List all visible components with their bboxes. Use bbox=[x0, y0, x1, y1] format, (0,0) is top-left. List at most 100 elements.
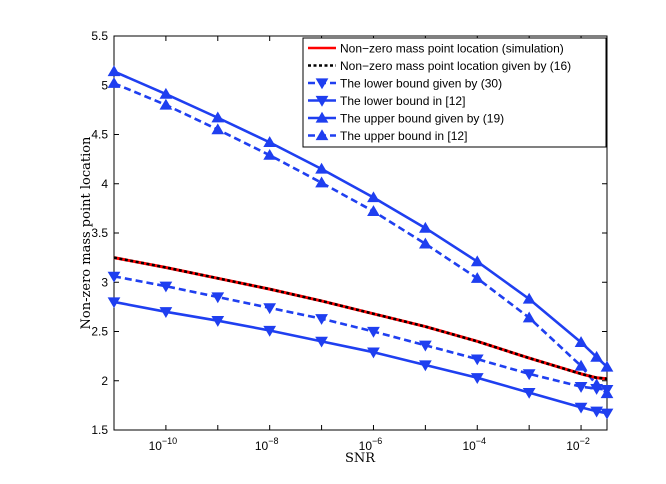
series-4 bbox=[107, 65, 614, 372]
legend-box bbox=[302, 37, 607, 148]
data-point bbox=[315, 95, 329, 107]
x-tick-exponent: −8 bbox=[268, 436, 278, 446]
x-tick-label: 10−10 bbox=[149, 436, 178, 453]
series-line bbox=[113, 275, 608, 391]
x-tick-base: 10 bbox=[566, 439, 580, 453]
data-point bbox=[367, 205, 380, 216]
data-point bbox=[159, 87, 173, 99]
data-point bbox=[107, 297, 121, 309]
x-tick-label: 10−2 bbox=[566, 436, 590, 453]
data-point bbox=[315, 336, 328, 348]
legend-label: The upper bound given by (19) bbox=[340, 112, 504, 126]
legend-item: Non−zero mass point location (simulation… bbox=[308, 42, 564, 56]
legend-item: The upper bound in [12] bbox=[308, 129, 467, 143]
x-tick-exponent: −10 bbox=[162, 436, 177, 446]
data-point bbox=[574, 359, 588, 371]
legend-item: The upper bound given by (19) bbox=[308, 112, 504, 126]
legend-label: Non−zero mass point location (simulation… bbox=[340, 42, 564, 56]
x-tick-label: 10−4 bbox=[462, 436, 486, 453]
data-point bbox=[522, 387, 536, 399]
data-point bbox=[211, 316, 225, 327]
data-point bbox=[263, 148, 277, 160]
data-point bbox=[418, 360, 432, 372]
data-point bbox=[418, 221, 432, 233]
data-point bbox=[159, 281, 173, 293]
data-point bbox=[107, 65, 121, 77]
data-point bbox=[367, 191, 380, 203]
data-point bbox=[263, 325, 277, 337]
data-point bbox=[315, 78, 329, 90]
data-point bbox=[315, 162, 328, 174]
data-point bbox=[590, 406, 603, 418]
data-point bbox=[574, 336, 588, 347]
series-1 bbox=[113, 256, 608, 381]
data-point bbox=[522, 292, 536, 304]
y-tick-label: 4.5 bbox=[91, 128, 108, 142]
data-point bbox=[107, 77, 121, 88]
data-point bbox=[263, 136, 277, 148]
legend-label: The upper bound in [12] bbox=[340, 129, 467, 143]
y-tick-label: 3 bbox=[101, 275, 108, 289]
data-point bbox=[600, 360, 614, 372]
x-tick-base: 10 bbox=[462, 439, 476, 453]
data-point bbox=[263, 303, 277, 315]
data-point bbox=[211, 111, 225, 123]
data-point bbox=[418, 340, 432, 352]
y-tick-label: 3.5 bbox=[91, 226, 108, 240]
data-point bbox=[470, 373, 484, 385]
data-point bbox=[315, 111, 329, 123]
x-tick-exponent: −6 bbox=[372, 436, 382, 446]
data-point bbox=[315, 176, 328, 188]
data-point bbox=[600, 408, 614, 420]
x-tick-exponent: −4 bbox=[476, 436, 486, 446]
x-tick-base: 10 bbox=[359, 439, 373, 453]
data-point bbox=[522, 311, 536, 323]
legend-label: Non−zero mass point location given by (1… bbox=[340, 59, 571, 73]
data-point bbox=[315, 129, 329, 141]
data-point bbox=[470, 354, 484, 366]
y-tick-label: 5 bbox=[101, 78, 108, 92]
x-tick-label: 10−8 bbox=[255, 436, 279, 453]
x-tick-base: 10 bbox=[255, 439, 269, 453]
data-point bbox=[590, 378, 603, 390]
data-point bbox=[470, 255, 484, 267]
data-point bbox=[159, 307, 173, 319]
data-point bbox=[574, 382, 588, 393]
data-point bbox=[367, 326, 380, 338]
x-axis: 10−10 10−8 10−6 10−4 10−2 bbox=[113, 36, 590, 453]
data-point bbox=[211, 292, 225, 304]
y-tick-label: 1.5 bbox=[91, 423, 108, 437]
data-point bbox=[211, 123, 225, 135]
y-axis: 1.5 2 2.5 3 3.5 4 4.5 5 5.5 bbox=[91, 29, 607, 437]
data-point bbox=[315, 314, 328, 325]
series-3 bbox=[107, 297, 614, 420]
data-point bbox=[574, 402, 588, 414]
y-tick-label: 4 bbox=[101, 177, 108, 191]
y-tick-label: 5.5 bbox=[91, 29, 108, 43]
data-point bbox=[367, 347, 380, 359]
data-point bbox=[522, 369, 536, 381]
legend-label: The lower bound in [12] bbox=[340, 94, 465, 108]
x-axis-label: SNR bbox=[345, 451, 376, 466]
legend-item: The lower bound in [12] bbox=[308, 94, 465, 108]
data-point bbox=[159, 98, 173, 110]
y-tick-label: 2.5 bbox=[91, 325, 108, 339]
x-tick-base: 10 bbox=[149, 439, 163, 453]
data-point bbox=[590, 350, 603, 362]
series-layer bbox=[107, 65, 614, 420]
series-5 bbox=[107, 77, 614, 399]
data-point bbox=[418, 237, 432, 249]
legend: Non−zero mass point location (simulation… bbox=[302, 37, 607, 148]
legend-item: The lower bound given by (30) bbox=[308, 77, 502, 91]
y-axis-label: Non-zero mass point location bbox=[79, 136, 94, 329]
legend-label: The lower bound given by (30) bbox=[340, 77, 502, 91]
data-point bbox=[470, 272, 484, 283]
x-tick-exponent: −2 bbox=[580, 436, 590, 446]
series-line bbox=[113, 256, 608, 381]
y-tick-label: 2 bbox=[101, 374, 108, 388]
data-point bbox=[107, 271, 121, 283]
legend-item: Non−zero mass point location given by (1… bbox=[308, 59, 571, 73]
x-tick-label: 10−6 bbox=[359, 436, 383, 453]
data-point bbox=[600, 387, 614, 399]
